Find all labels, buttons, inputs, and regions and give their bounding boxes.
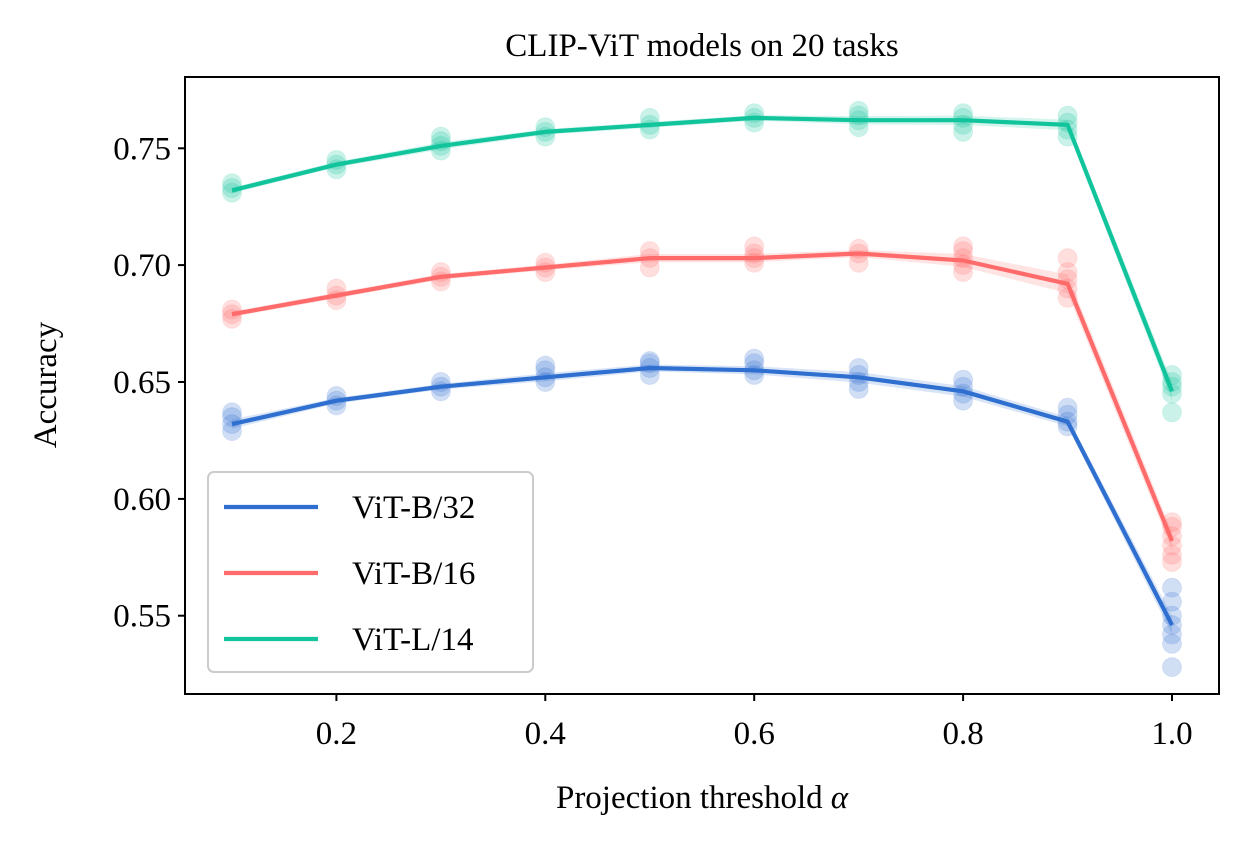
line-vit-b-16 (231, 251, 1174, 542)
point-vit-b-32-6-3 (848, 358, 869, 378)
point-vit-l-14-6-3 (848, 100, 869, 121)
legend-box (207, 471, 534, 673)
point-vit-b-32-9-1 (1162, 633, 1182, 654)
x-axis-label: Projection threshold α (556, 780, 849, 816)
point-vit-b-32-0-3 (222, 402, 242, 423)
point-vit-b-32-9-5 (1162, 591, 1182, 612)
x-tick-label-0: 0.2 (316, 716, 357, 752)
point-vit-b-32-7-3 (953, 369, 974, 390)
point-vit-b-32-0-0 (222, 421, 242, 442)
point-vit-l-14-7-0 (953, 121, 974, 142)
x-axis-label-symbol: α (831, 780, 849, 816)
point-vit-l-14-9-0 (1162, 402, 1182, 423)
y-tick-label-1: 0.60 (113, 482, 171, 518)
x-axis-label-text: Projection threshold (556, 780, 823, 816)
point-vit-b-32-8-3 (1057, 397, 1078, 418)
point-vit-l-14-7-3 (953, 103, 974, 124)
legend-label-vit-b-16: ViT-B/16 (352, 556, 475, 592)
point-vit-b-32-6-0 (848, 379, 869, 399)
point-vit-b-32-4-3 (639, 351, 660, 371)
axes-ticks: 0.2 0.4 0.6 0.8 1.0 0.55 0.60 0.65 0.70 0.75 (113, 131, 1192, 752)
line-vit-l-14 (231, 115, 1174, 393)
x-tick-label-2: 0.6 (734, 716, 775, 752)
point-vit-l-14-7-2 (953, 107, 974, 128)
legend-label-vit-b-32: ViT-B/32 (352, 490, 475, 526)
legend-label-vit-l-14: ViT-L/14 (352, 622, 473, 658)
point-vit-b-32-3-3 (535, 355, 556, 376)
point-vit-l-14-9-1 (1162, 383, 1182, 404)
legend: ViT-B/32 ViT-B/16 ViT-L/14 (207, 471, 534, 673)
point-vit-b-32-5-3 (744, 348, 765, 369)
point-vit-b-32-9-6 (1162, 577, 1182, 598)
point-vit-b-16-9-0 (1162, 552, 1182, 572)
x-tick-label-4: 1.0 (1151, 716, 1192, 752)
x-tick-label-3: 0.8 (942, 716, 983, 752)
y-tick-label-2: 0.65 (113, 365, 171, 401)
x-tick-label-1: 0.4 (525, 716, 566, 752)
chart-title: CLIP-ViT models on 20 tasks (505, 28, 898, 64)
y-tick-label-4: 0.75 (113, 131, 171, 167)
y-axis-label: Accuracy (28, 321, 64, 448)
y-tick-label-3: 0.70 (113, 248, 171, 284)
point-vit-b-32-9-0 (1162, 657, 1182, 678)
point-vit-l-14-8-3 (1057, 105, 1078, 126)
y-tick-label-0: 0.55 (113, 599, 171, 635)
point-vit-b-16-8-3 (1057, 262, 1078, 283)
point-vit-b-32-9-4 (1162, 605, 1182, 626)
point-vit-b-16-5-3 (744, 236, 765, 257)
point-vit-b-16-0-2 (222, 299, 242, 320)
plot-area (222, 100, 1182, 678)
line-vit-b-32 (231, 365, 1174, 627)
point-vit-b-16-7-4 (953, 236, 974, 257)
point-vit-l-14-6-0 (848, 117, 869, 138)
point-vit-b-16-4-2 (639, 241, 660, 262)
point-vit-b-32-5-2 (744, 353, 765, 374)
plot-frame (184, 76, 1220, 695)
point-vit-b-16-9-1 (1162, 544, 1182, 565)
point-vit-b-16-8-4 (1057, 248, 1078, 269)
